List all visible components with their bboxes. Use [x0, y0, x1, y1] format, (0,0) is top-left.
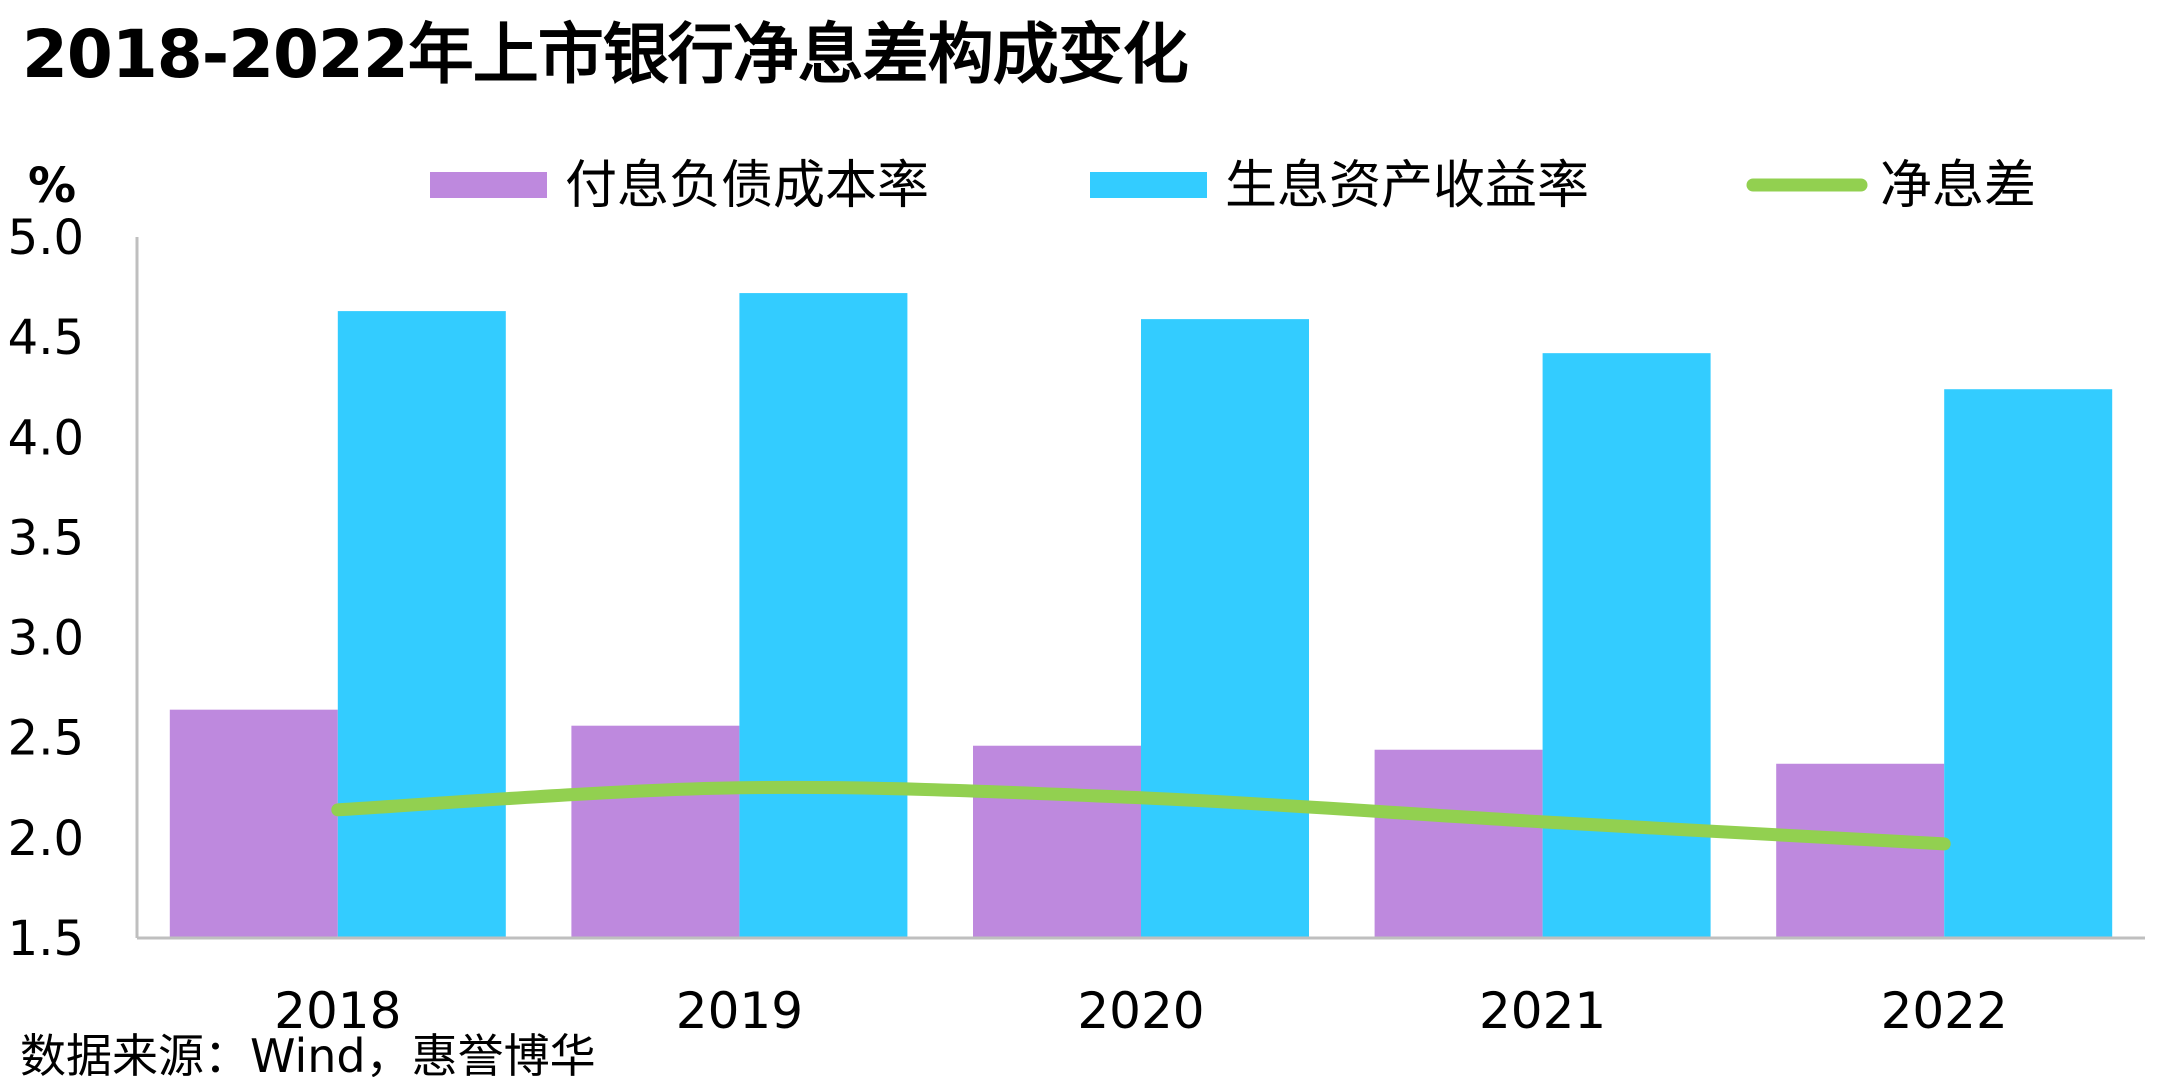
- y-tick-label: 2.0: [8, 811, 84, 867]
- x-tick-label: 2018: [274, 982, 401, 1040]
- y-tick-label: 1.5: [8, 911, 84, 967]
- y-tick-label: 3.5: [8, 510, 84, 566]
- x-axis-ticks: 2018 2019 2020 2021 2022: [274, 982, 2008, 1040]
- y-axis-unit-label: %: [28, 158, 76, 214]
- bar-2021-series-1: [1374, 749, 1543, 938]
- bar-2021-series-2: [1542, 353, 1711, 938]
- bar-2020-series-2: [1141, 319, 1309, 938]
- bar-2022-series-1: [1776, 763, 1945, 938]
- bar-2020-series-1: [973, 745, 1141, 938]
- x-tick-label: 2022: [1881, 982, 2008, 1040]
- y-axis-ticks: 1.5 2.0 2.5 3.0 3.5 4.0 4.5 5.0: [8, 210, 84, 967]
- legend-label-series-1: 付息负债成本率: [565, 156, 929, 216]
- bar-2019-series-2: [739, 293, 908, 939]
- legend-label-series-3: 净息差: [1880, 156, 2036, 216]
- legend-swatch-series-1: [430, 172, 547, 198]
- legend-swatch-series-2: [1090, 172, 1207, 198]
- y-tick-label: 4.0: [8, 410, 84, 466]
- y-tick-label: 4.5: [8, 310, 84, 366]
- bar-marks: [169, 293, 2113, 939]
- y-tick-label: 2.5: [8, 711, 84, 767]
- data-source-note: 数据来源：Wind，惠誉博华: [20, 1029, 596, 1083]
- legend-label-series-2: 生息资产收益率: [1225, 156, 1589, 216]
- chart-legend: 付息负债成本率 生息资产收益率 净息差: [430, 156, 2036, 216]
- x-tick-label: 2019: [676, 982, 803, 1040]
- bar-2019-series-1: [571, 725, 740, 938]
- y-tick-label: 5.0: [8, 210, 84, 266]
- bar-2018-series-1: [169, 709, 338, 938]
- bar-2022-series-2: [1944, 389, 2113, 938]
- line-series-3: [331, 780, 1951, 851]
- y-tick-label: 3.0: [8, 611, 84, 667]
- x-tick-label: 2021: [1479, 982, 1606, 1040]
- bar-2018-series-2: [337, 311, 506, 938]
- x-tick-label: 2020: [1077, 982, 1204, 1040]
- line-series-layer: [331, 780, 1951, 851]
- chart-title: 2018-2022年上市银行净息差构成变化: [22, 16, 1189, 93]
